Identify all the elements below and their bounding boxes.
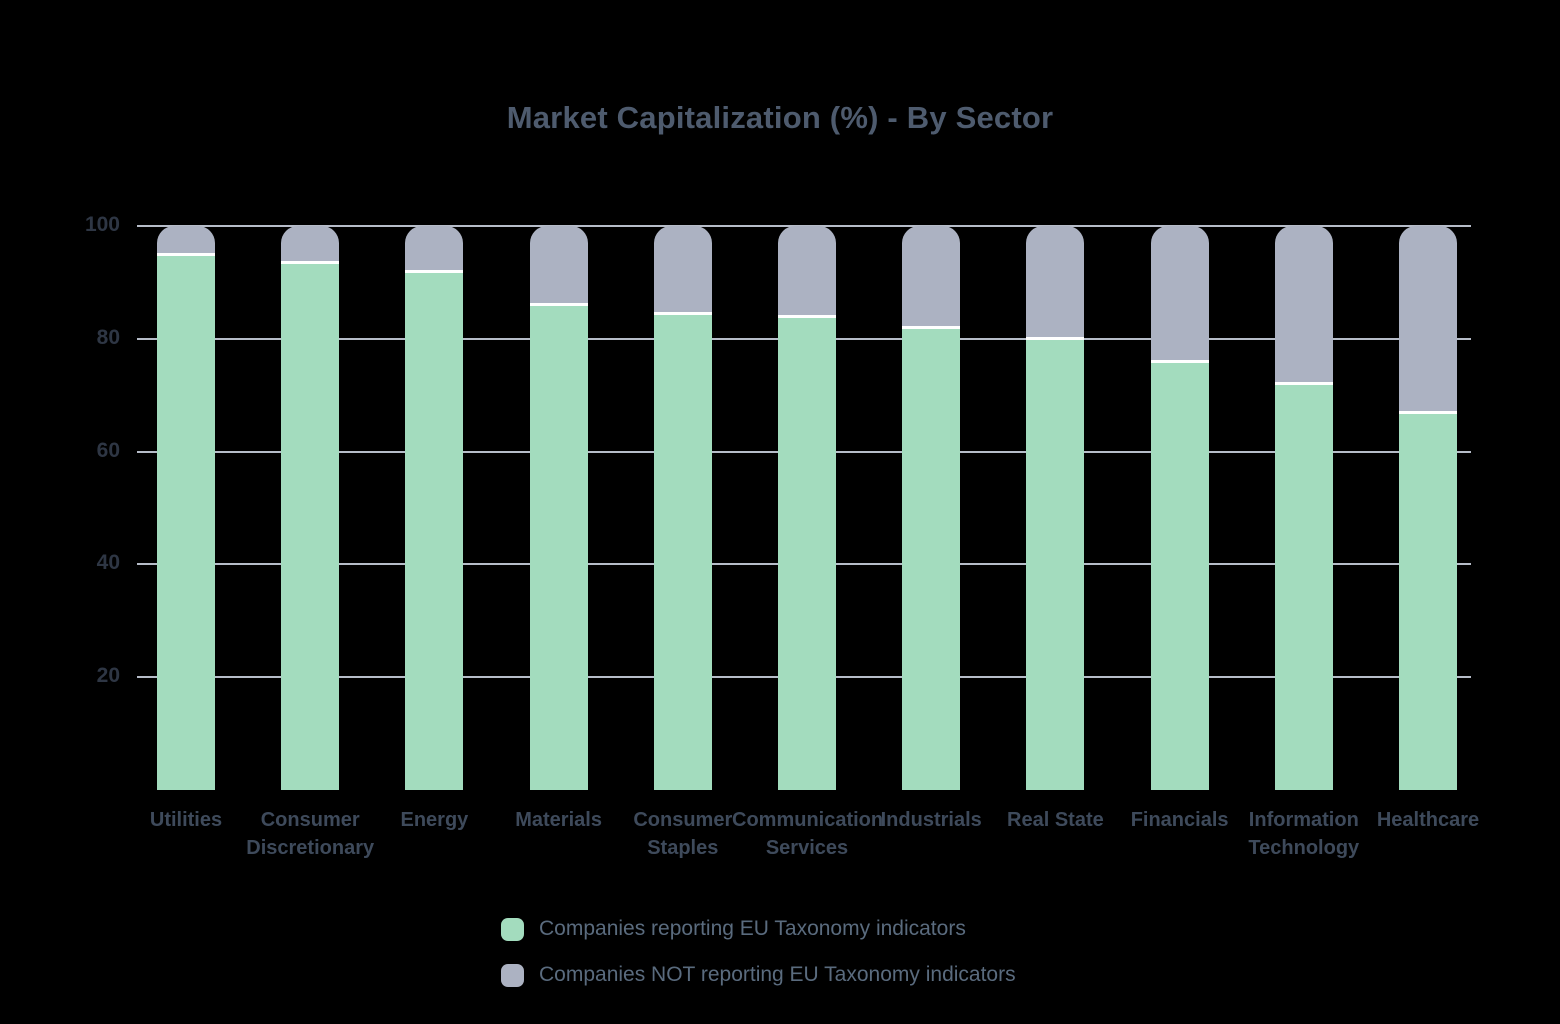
y-tick-40: 40 bbox=[96, 551, 120, 575]
legend-item-not-reporting[interactable]: Companies NOT reporting EU Taxonomy indi… bbox=[501, 963, 1016, 987]
bar-segment-not-reporting-energy[interactable] bbox=[405, 226, 464, 270]
bar-healthcare[interactable] bbox=[1399, 226, 1457, 790]
bar-energy[interactable] bbox=[405, 226, 464, 790]
bar-segment-not-reporting-information-technology[interactable] bbox=[1274, 226, 1333, 383]
x-label-industrials: Industrials bbox=[880, 809, 982, 831]
x-label-consumer-staples: Consumer Staples bbox=[633, 809, 733, 859]
bar-industrials[interactable] bbox=[902, 226, 961, 790]
bar-materials[interactable] bbox=[529, 226, 588, 790]
bar-segment-reporting-energy[interactable] bbox=[405, 272, 464, 790]
bar-utilities[interactable] bbox=[157, 226, 215, 790]
legend-swatch-icon bbox=[501, 917, 524, 941]
bar-information-technology[interactable] bbox=[1274, 226, 1333, 790]
bar-segment-separator bbox=[902, 326, 961, 330]
bar-segment-not-reporting-communication-services[interactable] bbox=[778, 226, 836, 315]
y-tick-20: 20 bbox=[96, 664, 120, 688]
bar-communication-services[interactable] bbox=[778, 226, 836, 790]
bar-segment-reporting-consumer-staples[interactable] bbox=[653, 314, 712, 790]
bar-segment-separator bbox=[529, 303, 588, 307]
bar-segment-reporting-information-technology[interactable] bbox=[1274, 385, 1333, 790]
bar-segment-not-reporting-consumer-discretionary[interactable] bbox=[281, 226, 340, 262]
bar-segment-not-reporting-utilities[interactable] bbox=[157, 226, 215, 253]
legend-swatch-icon bbox=[501, 963, 524, 987]
bar-segment-not-reporting-healthcare[interactable] bbox=[1399, 226, 1457, 411]
x-label-healthcare: Healthcare bbox=[1376, 809, 1480, 831]
bar-segment-separator bbox=[653, 311, 712, 315]
y-tick-80: 80 bbox=[96, 325, 120, 349]
bar-segment-separator bbox=[1399, 410, 1457, 414]
y-tick-60: 60 bbox=[96, 438, 120, 462]
bar-segment-reporting-financials[interactable] bbox=[1150, 362, 1209, 790]
bar-segment-not-reporting-financials[interactable] bbox=[1150, 226, 1209, 360]
bar-consumer-staples[interactable] bbox=[653, 226, 712, 790]
bar-segment-separator bbox=[281, 261, 340, 265]
legend-item-reporting[interactable]: Companies reporting EU Taxonomy indicato… bbox=[501, 917, 1016, 941]
bar-real-state[interactable] bbox=[1026, 226, 1085, 790]
chart-title: Market Capitalization (%) - By Sector bbox=[506, 100, 1054, 135]
bar-segment-separator bbox=[405, 269, 464, 273]
bar-segment-not-reporting-consumer-staples[interactable] bbox=[653, 226, 712, 312]
legend: Companies reporting EU Taxonomy indicato… bbox=[501, 917, 1016, 1009]
bar-segment-not-reporting-materials[interactable] bbox=[529, 226, 588, 304]
x-label-financials: Financials bbox=[1130, 809, 1229, 831]
bar-segment-separator bbox=[778, 314, 836, 318]
bar-consumer-discretionary[interactable] bbox=[281, 226, 340, 790]
bar-segment-separator bbox=[157, 252, 215, 256]
plot-area bbox=[137, 225, 1471, 790]
x-label-utilities: Utilities bbox=[149, 809, 223, 831]
bar-segment-separator bbox=[1026, 337, 1085, 341]
x-label-real-state: Real State bbox=[1007, 809, 1104, 831]
x-label-consumer-discretionary: Consumer Discretionary bbox=[246, 809, 375, 859]
bar-segment-not-reporting-industrials[interactable] bbox=[902, 226, 961, 327]
x-label-information-technology: Information Technology bbox=[1248, 809, 1360, 859]
bar-segment-separator bbox=[1274, 382, 1333, 386]
x-label-communication-services: Communication Services bbox=[732, 809, 884, 859]
bar-segment-not-reporting-real-state[interactable] bbox=[1026, 226, 1085, 338]
bar-segment-reporting-communication-services[interactable] bbox=[778, 317, 836, 790]
bar-segment-separator bbox=[1150, 359, 1209, 363]
bar-segment-reporting-consumer-discretionary[interactable] bbox=[281, 264, 340, 790]
y-tick-100: 100 bbox=[84, 213, 120, 236]
x-label-materials: Materials bbox=[515, 809, 602, 831]
x-label-energy: Energy bbox=[400, 809, 469, 831]
bar-segment-reporting-healthcare[interactable] bbox=[1399, 413, 1457, 790]
bar-financials[interactable] bbox=[1150, 226, 1209, 790]
bar-segment-reporting-utilities[interactable] bbox=[157, 255, 215, 790]
bar-segment-reporting-industrials[interactable] bbox=[902, 329, 961, 790]
bar-segment-reporting-materials[interactable] bbox=[529, 306, 588, 790]
legend-item-label: Companies NOT reporting EU Taxonomy indi… bbox=[539, 963, 1016, 986]
bar-segment-reporting-real-state[interactable] bbox=[1026, 340, 1085, 790]
legend-item-label: Companies reporting EU Taxonomy indicato… bbox=[539, 917, 966, 940]
